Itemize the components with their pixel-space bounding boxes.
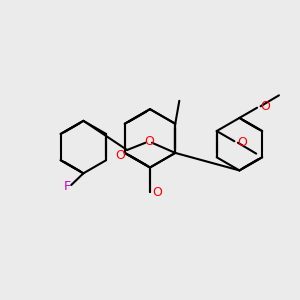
- Text: O: O: [238, 136, 248, 149]
- Text: O: O: [260, 100, 270, 113]
- Text: O: O: [116, 149, 125, 162]
- Text: O: O: [152, 186, 162, 199]
- Text: F: F: [64, 180, 71, 193]
- Text: O: O: [144, 135, 154, 148]
